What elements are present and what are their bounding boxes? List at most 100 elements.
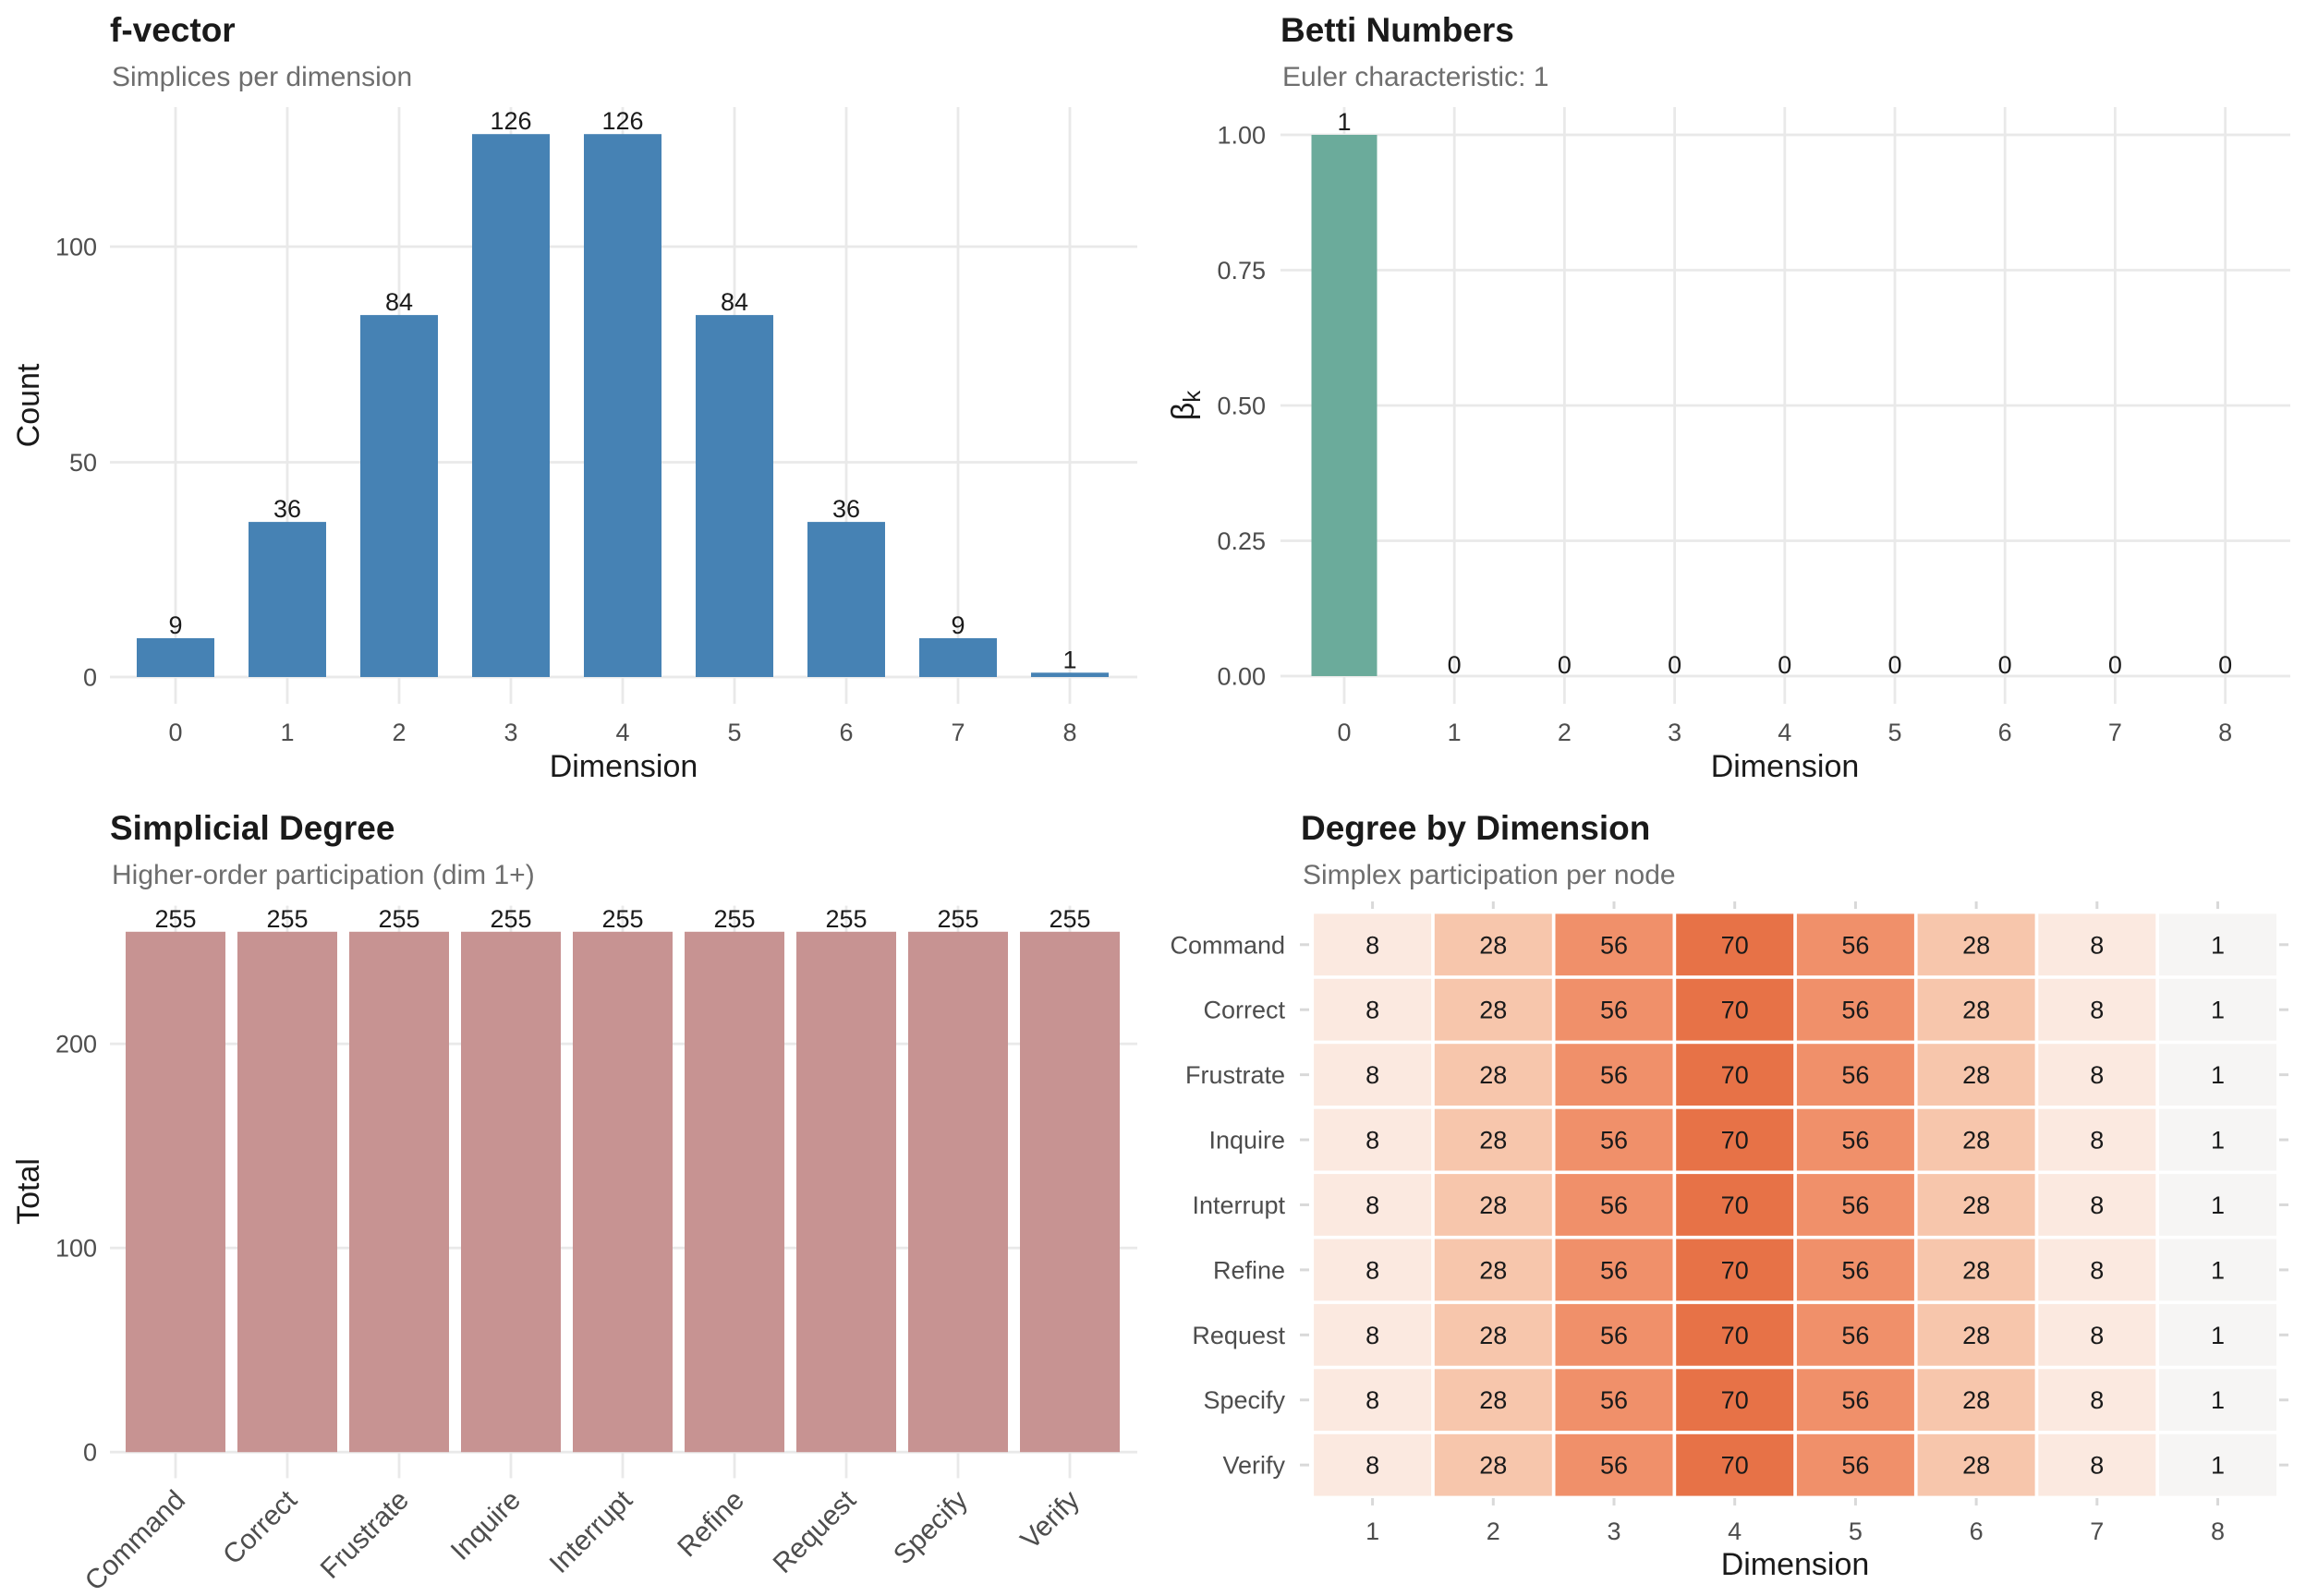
svg-text:3: 3 [1607,1517,1620,1545]
svg-text:1: 1 [1365,1517,1379,1545]
svg-text:28: 28 [1962,931,1990,959]
svg-text:8: 8 [1365,1386,1379,1414]
svg-text:Inquire: Inquire [1208,1127,1285,1155]
svg-text:0: 0 [168,719,182,746]
svg-text:28: 28 [1962,1127,1990,1155]
svg-text:28: 28 [1479,1256,1507,1284]
svg-text:70: 70 [1721,1061,1749,1089]
svg-text:8: 8 [1365,997,1379,1024]
svg-text:255: 255 [378,905,419,933]
svg-text:1: 1 [2211,1191,2225,1219]
svg-text:9: 9 [951,611,965,639]
svg-text:6: 6 [839,719,853,746]
svg-text:8: 8 [2090,1256,2104,1284]
svg-text:0: 0 [1998,651,2012,679]
svg-text:56: 56 [1600,1191,1628,1219]
svg-text:Simplex participation per node: Simplex participation per node [1303,860,1676,890]
svg-text:4: 4 [1778,719,1791,746]
svg-text:0: 0 [1668,651,1681,679]
svg-text:f-vector: f-vector [110,11,236,49]
svg-text:56: 56 [1841,997,1869,1024]
svg-text:9: 9 [168,611,182,639]
svg-text:Total: Total [11,1158,46,1225]
svg-text:70: 70 [1721,931,1749,959]
svg-text:1: 1 [2211,1061,2225,1089]
svg-text:0: 0 [83,1439,97,1467]
svg-text:1.00: 1.00 [1217,122,1266,150]
svg-text:70: 70 [1721,997,1749,1024]
svg-text:8: 8 [2090,1322,2104,1349]
svg-text:255: 255 [825,905,867,933]
svg-text:8: 8 [1365,931,1379,959]
svg-text:1: 1 [1062,646,1076,673]
svg-text:28: 28 [1479,1322,1507,1349]
svg-text:1: 1 [1337,108,1351,136]
svg-text:255: 255 [154,905,196,933]
svg-text:1: 1 [2211,1127,2225,1155]
svg-text:56: 56 [1841,1386,1869,1414]
svg-text:8: 8 [1365,1322,1379,1349]
svg-text:8: 8 [1062,719,1076,746]
svg-text:0: 0 [1778,651,1791,679]
svg-text:56: 56 [1841,1061,1869,1089]
svg-text:8: 8 [1365,1191,1379,1219]
svg-text:56: 56 [1841,1452,1869,1480]
svg-text:50: 50 [69,449,97,477]
svg-text:8: 8 [1365,1452,1379,1480]
svg-text:28: 28 [1479,1386,1507,1414]
svg-text:0: 0 [1887,651,1901,679]
svg-text:1: 1 [1448,719,1462,746]
svg-text:5: 5 [727,719,741,746]
svg-text:255: 255 [601,905,643,933]
svg-text:28: 28 [1479,931,1507,959]
svg-text:56: 56 [1600,1256,1628,1284]
svg-text:28: 28 [1479,1452,1507,1480]
svg-text:56: 56 [1600,997,1628,1024]
svg-text:28: 28 [1962,1256,1990,1284]
svg-text:2: 2 [1558,719,1572,746]
svg-text:Betti Numbers: Betti Numbers [1280,11,1514,49]
svg-text:36: 36 [832,495,860,523]
svg-text:7: 7 [2108,719,2122,746]
svg-text:8: 8 [2090,1127,2104,1155]
svg-text:1: 1 [2211,1452,2225,1480]
svg-text:70: 70 [1721,1452,1749,1480]
svg-text:8: 8 [1365,1256,1379,1284]
svg-text:28: 28 [1962,1061,1990,1089]
svg-text:28: 28 [1962,1322,1990,1349]
svg-text:8: 8 [2090,931,2104,959]
svg-text:0: 0 [1337,719,1351,746]
svg-text:Verify: Verify [1222,1452,1285,1480]
svg-text:56: 56 [1841,1127,1869,1155]
svg-text:0: 0 [2108,651,2122,679]
svg-text:2: 2 [1487,1517,1500,1545]
svg-text:56: 56 [1841,931,1869,959]
svg-text:28: 28 [1962,1191,1990,1219]
svg-text:Degree by Dimension: Degree by Dimension [1301,809,1650,847]
svg-text:28: 28 [1479,997,1507,1024]
svg-text:3: 3 [504,719,517,746]
svg-text:28: 28 [1479,1191,1507,1219]
svg-text:Simplices per dimension: Simplices per dimension [112,62,412,92]
svg-text:6: 6 [1998,719,2012,746]
svg-text:28: 28 [1479,1061,1507,1089]
svg-text:28: 28 [1479,1127,1507,1155]
svg-text:56: 56 [1841,1191,1869,1219]
svg-text:0.25: 0.25 [1217,527,1266,555]
svg-text:Simplicial Degree: Simplicial Degree [110,809,394,847]
svg-text:56: 56 [1600,931,1628,959]
svg-text:Count: Count [11,363,46,447]
svg-text:Frustrate: Frustrate [1185,1061,1285,1089]
svg-text:Dimension: Dimension [1711,749,1860,784]
svg-text:56: 56 [1841,1322,1869,1349]
svg-text:5: 5 [1849,1517,1863,1545]
svg-text:8: 8 [2090,997,2104,1024]
svg-text:1: 1 [2211,997,2225,1024]
svg-text:6: 6 [1970,1517,1984,1545]
svg-text:36: 36 [273,495,301,523]
svg-text:4: 4 [615,719,629,746]
svg-text:Request: Request [1192,1322,1285,1349]
svg-text:56: 56 [1600,1322,1628,1349]
svg-text:84: 84 [385,288,413,316]
svg-text:56: 56 [1600,1386,1628,1414]
